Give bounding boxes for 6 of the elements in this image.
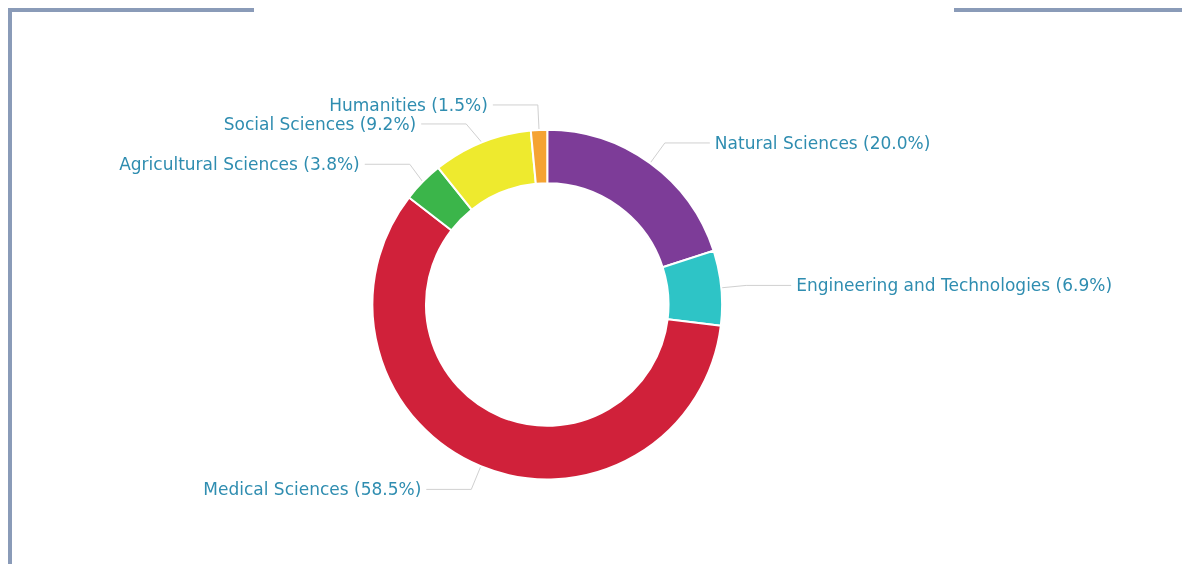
slice-label: Engineering and Technologies (6.9%) <box>796 275 1113 296</box>
slice-label: Humanities (1.5%) <box>329 94 488 115</box>
slice-label: Medical Sciences (58.5%) <box>203 479 422 500</box>
slice-label: Agricultural Sciences (3.8%) <box>119 154 360 175</box>
slice-label: Natural Sciences (20.0%) <box>714 132 931 153</box>
slice-label: Social Sciences (9.2%) <box>223 113 417 134</box>
